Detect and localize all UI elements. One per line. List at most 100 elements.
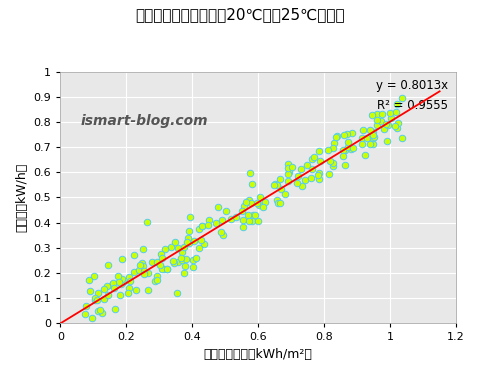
Point (217, 229, 225, 235)
Point (189, 264, 196, 270)
Point (212, 220, 220, 226)
Point (301, 177, 309, 183)
Point (195, 226, 203, 232)
Point (326, 158, 334, 164)
Point (198, 223, 206, 229)
Point (288, 164, 296, 170)
Point (94, 290, 102, 296)
Point (126, 278, 134, 284)
Point (242, 199, 250, 205)
Point (160, 266, 168, 272)
Point (204, 222, 212, 228)
Point (101, 296, 108, 302)
Point (380, 126, 388, 132)
Point (227, 216, 235, 222)
Point (91, 297, 98, 303)
Point (256, 194, 264, 200)
Point (383, 121, 390, 127)
Point (185, 240, 192, 246)
Point (219, 232, 227, 238)
Point (183, 239, 191, 245)
Point (360, 127, 367, 133)
Point (329, 163, 336, 169)
Text: ismart-blog.com: ismart-blog.com (80, 114, 208, 128)
Point (140, 271, 147, 277)
Point (163, 266, 171, 272)
Point (378, 111, 386, 117)
Point (314, 172, 322, 178)
Point (240, 224, 247, 230)
Text: y = 0.8013x: y = 0.8013x (376, 79, 448, 92)
Point (116, 293, 124, 299)
Point (156, 262, 164, 268)
Point (393, 101, 401, 107)
Point (315, 170, 323, 176)
Point (189, 258, 197, 264)
Point (349, 145, 357, 151)
Point (254, 218, 262, 224)
Point (104, 283, 111, 289)
Point (285, 167, 293, 173)
Point (370, 135, 377, 141)
Point (130, 252, 138, 258)
Point (90, 273, 97, 279)
Point (195, 244, 203, 250)
Point (249, 212, 257, 218)
Point (118, 276, 126, 282)
Point (248, 218, 255, 224)
Point (109, 285, 117, 291)
Point (140, 268, 147, 274)
Point (341, 162, 348, 168)
Point (358, 141, 365, 147)
Point (373, 111, 381, 117)
Point (299, 183, 306, 189)
Point (135, 267, 143, 273)
Point (143, 219, 151, 225)
Point (383, 138, 391, 144)
Point (93, 297, 100, 303)
Point (169, 258, 177, 264)
Point (148, 259, 156, 265)
Point (138, 260, 146, 266)
Point (178, 249, 186, 255)
Point (222, 208, 229, 214)
Point (348, 130, 356, 136)
Point (239, 217, 247, 223)
Point (384, 122, 392, 128)
Point (361, 152, 369, 158)
Point (115, 279, 123, 285)
Point (240, 203, 248, 209)
Point (184, 235, 192, 241)
Point (96, 306, 104, 312)
Point (125, 274, 132, 280)
Point (392, 109, 399, 115)
Point (201, 241, 208, 247)
Point (281, 191, 289, 197)
Point (180, 244, 188, 250)
Point (339, 153, 347, 159)
Point (86, 288, 94, 294)
Point (247, 200, 255, 206)
Point (334, 133, 341, 139)
Point (192, 255, 200, 261)
Point (398, 95, 406, 101)
Point (284, 161, 292, 167)
Point (124, 290, 132, 296)
Point (249, 181, 256, 187)
Point (100, 286, 108, 292)
Point (151, 278, 159, 284)
Point (339, 147, 347, 153)
Point (277, 186, 285, 192)
Point (154, 273, 161, 279)
Point (330, 140, 338, 146)
Point (197, 237, 205, 243)
Point (387, 115, 395, 121)
Point (205, 217, 213, 223)
Point (273, 182, 280, 188)
Point (329, 145, 337, 151)
Point (370, 132, 377, 138)
Point (303, 162, 311, 168)
Point (343, 131, 351, 137)
X-axis label: 傾斜面日射量（kWh/m²）: 傾斜面日射量（kWh/m²） (204, 348, 312, 361)
Point (271, 182, 278, 188)
